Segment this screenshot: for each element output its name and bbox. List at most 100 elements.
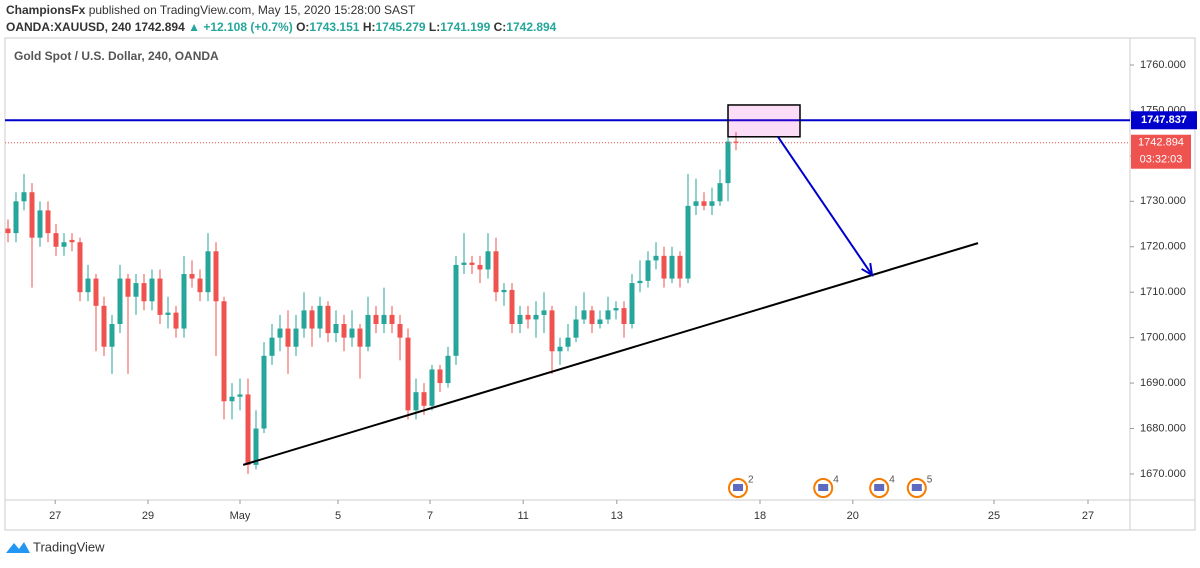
candle-body [77,242,83,293]
candle-body [373,314,379,325]
candle-body [109,324,115,347]
candle-body [397,324,403,338]
candle-body [253,428,259,465]
candle-body [125,278,131,297]
candle-body [677,255,683,279]
x-tick-label: 11 [517,510,528,522]
candle-body [669,255,675,279]
event-count: 5 [927,475,933,486]
y-tick-label: 1670.000 [1140,468,1186,480]
event-flag [818,484,829,491]
candle-body [725,141,731,184]
candle-body [269,337,275,356]
candle-body [69,239,75,243]
candle-body [605,310,611,320]
candle-body [517,314,523,325]
event-count: 2 [748,475,754,486]
candle-body [533,314,539,320]
candle-body [21,192,27,202]
candle-body [637,280,643,284]
candle-body [357,328,363,347]
arrow [777,136,873,276]
x-tick-label: 27 [1082,510,1094,522]
candle-body [389,314,395,325]
trendline [242,242,979,466]
candle-body [429,369,435,406]
c-label: C: [494,20,507,34]
symbol: OANDA:XAUUSD, 240 [6,20,132,34]
x-tick-label: May [230,510,251,522]
candle-body [101,305,107,347]
candle-body [645,260,651,281]
event-flag [733,484,743,491]
candle-body [245,394,251,465]
candle-body [181,274,187,329]
y-tick-label: 1680.000 [1140,422,1186,434]
candle-body [733,141,739,143]
candle-body [525,314,531,320]
x-tick-label: 25 [988,510,1000,522]
candle-body [453,264,459,356]
candle-body [29,192,35,238]
candle-body [365,314,371,347]
candle-body [693,201,699,206]
x-tick-label: 7 [427,510,433,522]
candle-body [381,314,387,325]
candle-body [493,251,499,293]
candle-body [629,283,635,325]
price-tag-label: 1747.837 [1141,114,1187,126]
countdown: 03:32:03 [1140,154,1183,166]
candle-body [445,355,451,384]
candle-body [461,262,467,265]
c-value: 1742.894 [506,20,556,34]
candle-body [117,278,123,325]
author: ChampionsFx [6,3,86,17]
candle-body [197,278,203,293]
h-value: 1745.279 [375,20,425,34]
x-tick-label: 18 [754,510,766,522]
last-price-tag [1131,134,1191,169]
candle-body [93,278,99,306]
candle-body [349,328,355,338]
candle-body [685,205,691,279]
candle-body [485,251,491,270]
candle-body [277,328,283,338]
candle-body [133,283,139,297]
y-tick-label: 1760.000 [1140,59,1186,71]
event-flag [874,484,885,491]
candle-body [509,289,515,325]
candle-body [333,324,339,334]
price-tag [1131,111,1197,130]
candle-body [581,310,587,320]
candle-body [661,255,667,279]
candle-body [541,310,547,315]
candle-body [701,201,707,206]
candle-body [613,308,619,311]
candle-body [565,337,571,347]
arrow-head [861,262,874,277]
candle-body [229,396,235,402]
candle-body [189,274,195,279]
header-line: ChampionsFx published on TradingView.com… [6,3,416,17]
candle-body [573,319,579,338]
candle-body [717,183,723,202]
o-label: O: [296,20,309,34]
candle-body [157,278,163,315]
published: published on TradingView.com, May 15, 20… [89,3,416,17]
last: 1742.894 [135,20,185,34]
candle-body [301,310,307,329]
candle-body [317,305,323,329]
candle-body [293,328,299,347]
brand-logo [6,542,30,553]
y-tick-label: 1700.000 [1140,332,1186,344]
candle-body [421,392,427,406]
last-price-label: 1742.894 [1138,137,1184,149]
candle-body [61,242,67,247]
candle-body [53,233,59,247]
logo [6,542,30,553]
y-tick-label: 1720.000 [1140,241,1186,253]
x-tick-label: 5 [335,510,341,522]
candle-body [549,310,555,352]
candle-body [501,289,507,293]
